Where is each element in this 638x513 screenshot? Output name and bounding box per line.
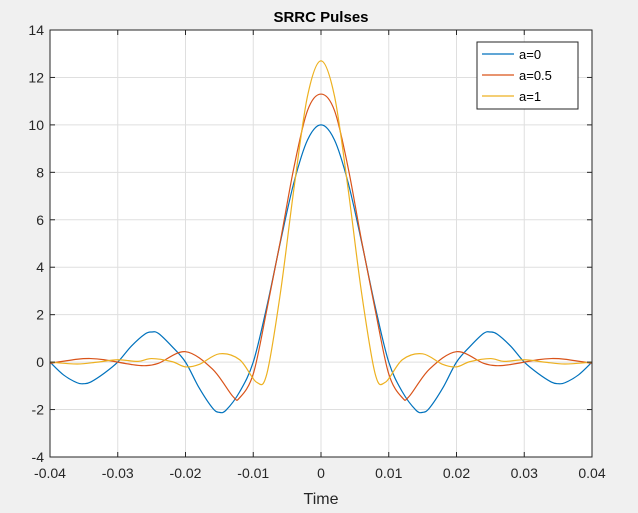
y-tick-label: 10 xyxy=(28,117,44,133)
legend-label-0: a=0 xyxy=(519,47,541,62)
x-tick-label: 0.04 xyxy=(578,465,605,481)
x-tick-label: 0.02 xyxy=(443,465,470,481)
x-axis-label: Time xyxy=(304,491,339,508)
series-line-2 xyxy=(49,60,593,386)
y-tick-label: 0 xyxy=(36,354,44,370)
y-tick-label: 8 xyxy=(36,164,44,180)
legend: a=0 a=0.5 a=1 xyxy=(476,41,579,110)
x-tick-label: 0 xyxy=(317,465,325,481)
axis-ticks: -0.04 -0.03 -0.02 -0.01 0 0.01 0.02 0.03 0.04 -4 -… xyxy=(28,22,605,481)
series-lines xyxy=(49,60,593,414)
series-line-1 xyxy=(49,93,593,401)
x-tick-label: -0.03 xyxy=(102,465,134,481)
chart-title: SRRC Pulses xyxy=(273,9,368,26)
series-line-0 xyxy=(49,124,593,414)
y-tick-label: 14 xyxy=(28,22,44,38)
legend-label-2: a=1 xyxy=(519,89,541,104)
y-tick-label: 2 xyxy=(36,307,44,323)
x-tick-label: -0.04 xyxy=(34,465,66,481)
y-tick-label: 6 xyxy=(36,212,44,228)
y-tick-label: -2 xyxy=(32,402,45,418)
y-tick-label: -4 xyxy=(32,449,45,465)
y-tick-label: 12 xyxy=(28,69,44,85)
x-tick-label: -0.02 xyxy=(170,465,202,481)
legend-label-1: a=0.5 xyxy=(519,68,552,83)
x-tick-label: 0.03 xyxy=(511,465,538,481)
y-tick-label: 4 xyxy=(36,259,44,275)
x-tick-label: -0.01 xyxy=(237,465,269,481)
x-tick-label: 0.01 xyxy=(375,465,402,481)
